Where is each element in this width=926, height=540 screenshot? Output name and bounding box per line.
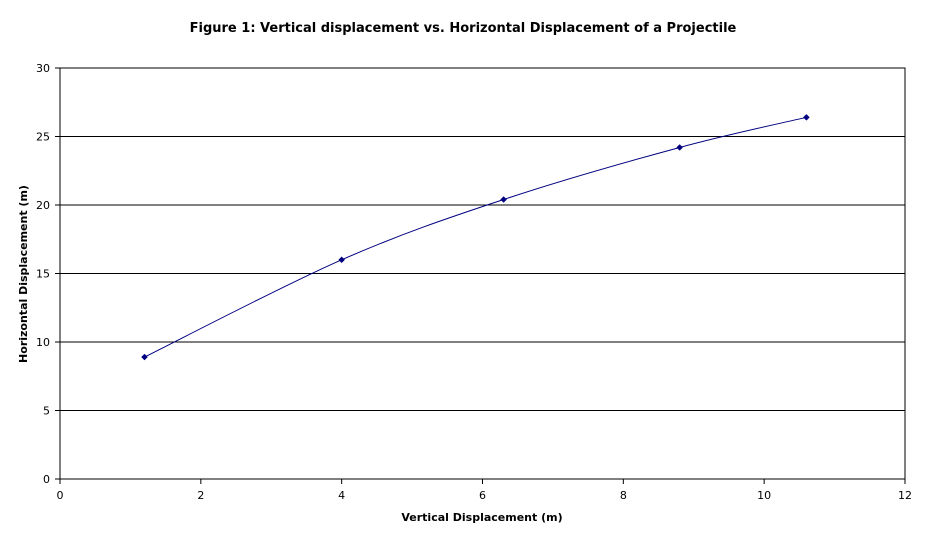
y-axis-ticks: 0 5 10 15 20 25 30 <box>36 62 60 486</box>
y-tick-label: 15 <box>36 268 50 281</box>
x-tick-label: 8 <box>620 489 627 502</box>
data-point-marker <box>676 144 684 151</box>
y-tick-label: 25 <box>36 131 50 144</box>
data-point-marker <box>803 113 810 121</box>
y-axis-label: Horizontal Displacement (m) <box>17 185 30 363</box>
data-point-marker <box>500 196 507 203</box>
x-tick-label: 12 <box>898 489 912 502</box>
data-point-marker <box>338 256 346 264</box>
series-line <box>144 116 807 358</box>
y-tick-label: 5 <box>43 405 50 418</box>
series-layer <box>141 113 810 361</box>
y-tick-label: 20 <box>36 199 50 212</box>
y-tick-label: 30 <box>36 62 50 75</box>
chart-title: Figure 1: Vertical displacement vs. Hori… <box>190 21 737 36</box>
x-tick-label: 4 <box>338 489 345 502</box>
y-tick-label: 0 <box>43 473 50 486</box>
gridlines <box>60 67 905 411</box>
x-tick-label: 2 <box>197 489 204 502</box>
y-tick-label: 10 <box>36 336 50 349</box>
x-axis-ticks: 0 2 4 6 8 10 12 <box>57 479 912 502</box>
x-tick-label: 0 <box>57 489 64 502</box>
x-tick-label: 10 <box>757 489 771 502</box>
x-axis-label: Vertical Displacement (m) <box>401 511 562 524</box>
x-tick-label: 6 <box>479 489 486 502</box>
data-point-marker <box>141 353 148 361</box>
